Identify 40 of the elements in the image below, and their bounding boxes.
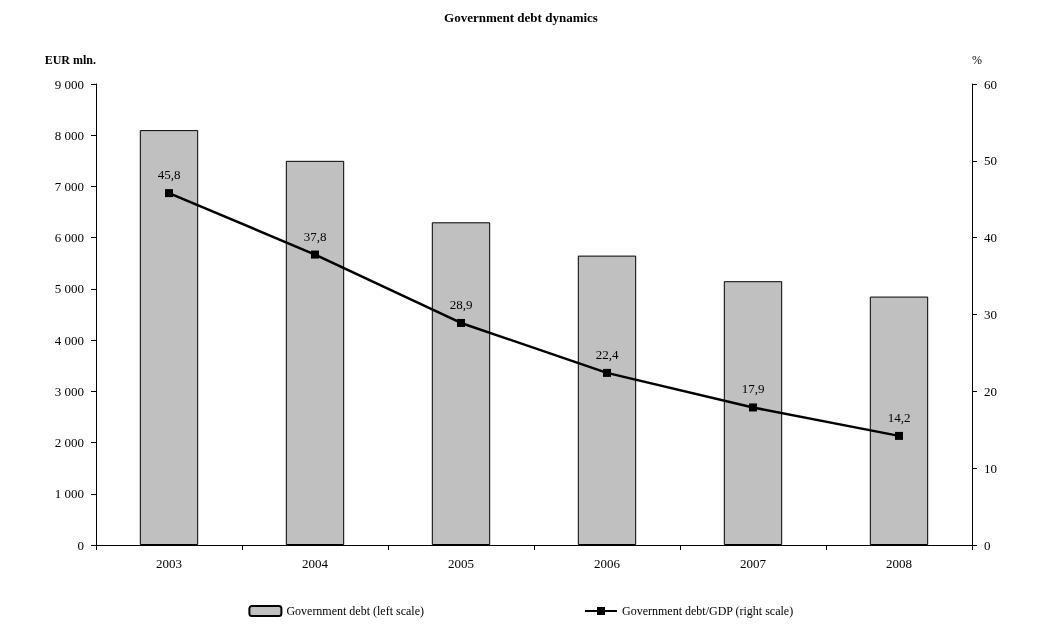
y-tick-label: 6 000 — [54, 230, 84, 246]
y-tick-label: 4 000 — [54, 332, 84, 348]
point — [895, 431, 903, 440]
y2-tick-label: 10 — [984, 460, 997, 476]
y-tick-label: 9 000 — [54, 76, 84, 92]
y-tick-label: 8 000 — [54, 127, 84, 143]
point — [165, 189, 173, 198]
legend-label: Government debt (left scale) — [286, 604, 424, 618]
x-tick-label: 2005 — [448, 556, 474, 571]
y2-tick-label: 50 — [984, 153, 997, 169]
data-label: 28,9 — [449, 296, 473, 312]
y-tick-label: 3 000 — [54, 383, 84, 399]
x-tick-label: 2008 — [886, 556, 912, 571]
chart-title: Government debt dynamics — [444, 10, 598, 25]
point — [457, 318, 465, 327]
y2-tick-label: 60 — [984, 76, 997, 92]
data-label: 14,2 — [887, 409, 911, 425]
y2-tick-label: 20 — [984, 383, 997, 399]
data-label: 45,8 — [157, 167, 181, 183]
y-axis-title: EUR mln. — [44, 53, 96, 67]
x-tick-label: 2007 — [740, 556, 767, 571]
legend-label: Government debt/GDP (right scale) — [621, 604, 794, 618]
point — [749, 403, 757, 412]
x-tick-label: 2003 — [156, 556, 182, 571]
y2-axis-title: % — [972, 53, 982, 67]
x-tick-label: 2004 — [302, 556, 329, 571]
y-tick-label: 5 000 — [54, 281, 84, 297]
y-tick-label: 7 000 — [54, 178, 84, 194]
data-label: 17,9 — [741, 381, 765, 397]
y-tick-label: 2 000 — [54, 435, 84, 451]
y-tick-label: 1 000 — [54, 486, 84, 502]
x-tick-label: 2006 — [594, 556, 621, 571]
data-label: 37,8 — [303, 228, 327, 244]
y2-tick-label: 30 — [984, 307, 997, 322]
y2-tick-label: 0 — [984, 537, 991, 553]
point — [603, 368, 611, 377]
point — [311, 250, 319, 259]
y2-tick-label: 40 — [984, 230, 997, 246]
y-tick-label: 0 — [77, 537, 84, 553]
data-label: 22,4 — [595, 346, 619, 362]
